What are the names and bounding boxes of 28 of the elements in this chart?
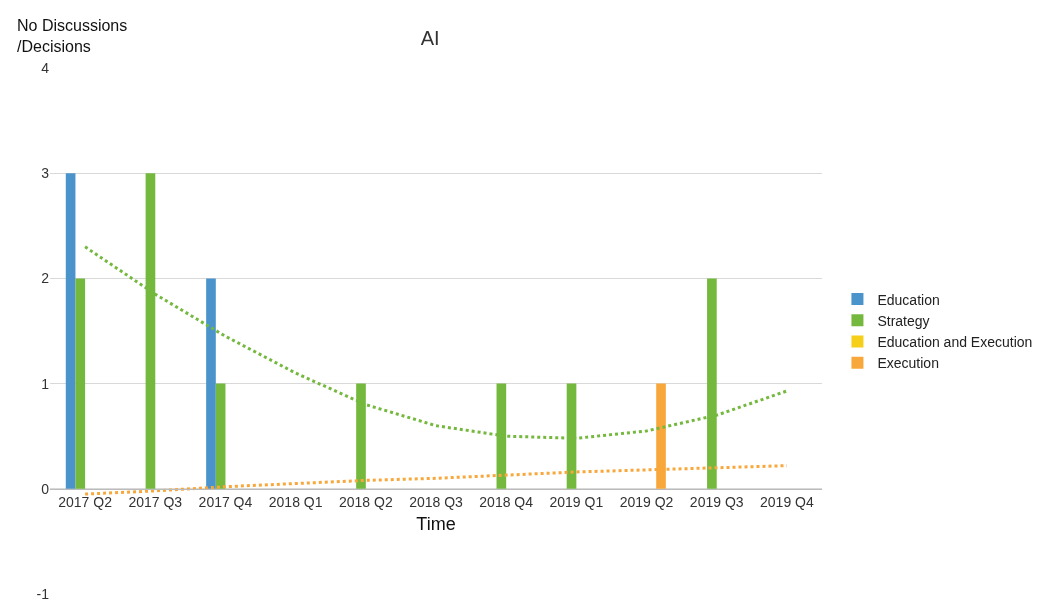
y-tick-label: 3 [41, 165, 50, 182]
bar [65, 173, 76, 489]
y-tick-label: 2 [41, 270, 50, 287]
bar [75, 278, 86, 489]
bar [215, 383, 226, 489]
y-tick-label: -1 [36, 585, 50, 602]
x-tick-label: 2017 Q4 [198, 493, 253, 510]
x-tick-label: 2018 Q4 [479, 493, 534, 510]
x-tick-label: 2017 Q2 [58, 493, 113, 510]
x-tick-label: 2017 Q3 [128, 493, 183, 510]
x-tick-label: 2019 Q1 [549, 493, 604, 510]
x-tick-label: 2018 Q2 [338, 493, 393, 510]
x-tick-label: 2019 Q3 [689, 493, 744, 510]
chart-title: AI [420, 26, 440, 49]
y-tick-label: 4 [41, 59, 50, 76]
bar [206, 278, 216, 489]
y-tick-label: 0 [41, 480, 50, 497]
x-tick-label: 2018 Q1 [268, 493, 323, 510]
x-tick-label: 2019 Q2 [619, 493, 674, 510]
legend-label: Strategy [877, 312, 930, 329]
x-tick-label: 2018 Q3 [409, 493, 464, 510]
legend-label: Education and Execution [877, 333, 1033, 350]
y-tick-label: 1 [41, 375, 50, 392]
x-axis-title: Time [416, 513, 456, 534]
y-axis-title: No Discussions /Decisions [17, 17, 128, 55]
legend-label: Education [877, 291, 940, 308]
legend-label: Execution [877, 355, 939, 372]
x-tick-label: 2019 Q4 [760, 493, 814, 510]
